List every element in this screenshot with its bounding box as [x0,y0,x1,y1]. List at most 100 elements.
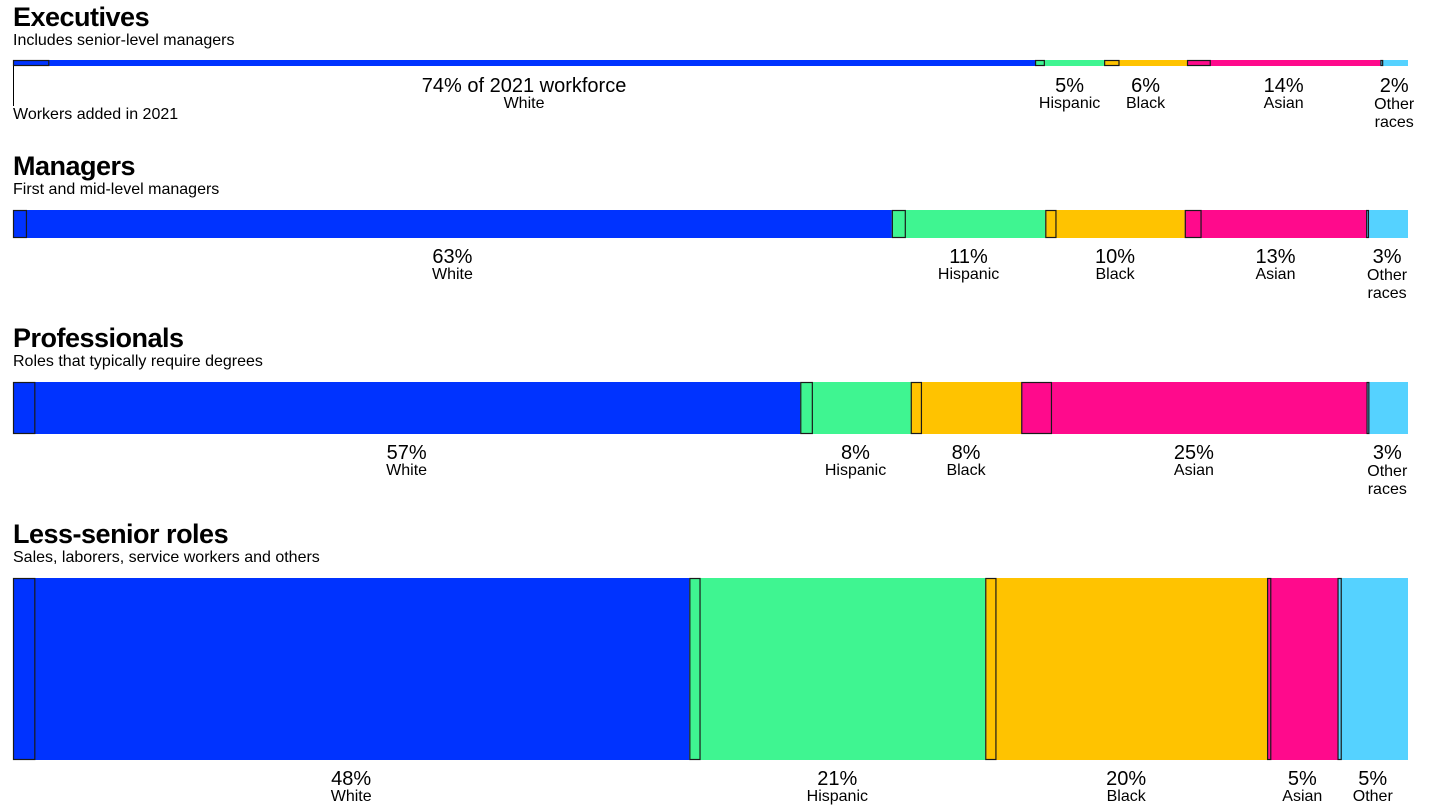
less-senior-roles-added-2021-white [12,577,36,761]
executives-added-2021-black [1104,59,1120,67]
managers-label-other-races: 3% Other races [1362,247,1412,303]
executives-value-asian: 14% [1263,75,1304,97]
managers-added-2021-hispanic [891,209,906,239]
executives-subtitle: Includes senior-level managers [13,32,235,49]
professionals-value-black: 8% [951,442,981,464]
managers-category-white: White [431,266,473,283]
executives-added-2021-hispanic [1034,59,1045,67]
annotation-workers-added: Workers added in 2021 [13,106,179,123]
professionals-added-2021-black [910,381,923,435]
less-senior-roles-segment-black [985,578,1268,760]
managers-label-white: 63% White [432,247,473,284]
managers-added-2021-asian [1184,209,1202,239]
managers-label-black: 10% Black [1095,247,1135,284]
professionals-category-black: Black [946,462,986,479]
executives-value-other-races: 2% [1379,75,1409,97]
executives-segment-asian [1187,60,1381,66]
professionals-segment-asian [1021,382,1367,434]
professionals-segment-black [910,382,1022,434]
managers-value-asian: 13% [1255,246,1296,268]
less-senior-roles-label-asian: 5% Asian [1282,769,1322,806]
executives-title: Executives [13,2,150,32]
managers-label-asian: 13% Asian [1255,247,1295,284]
professionals-category-asian: Asian [1173,462,1214,479]
professionals-label-other-races: 3% Other races [1362,443,1412,499]
managers-category-hispanic: Hispanic [937,266,1000,283]
less-senior-roles-segment-other-races [1337,578,1408,760]
less-senior-roles-segment-asian [1267,578,1338,760]
professionals-value-hispanic: 8% [841,442,870,464]
less-senior-roles-added-2021-other-races [1337,577,1342,761]
executives-segment-white [13,60,1036,66]
managers-segment-other-races [1366,210,1408,238]
executives-label-black: 6% Black [1126,76,1165,113]
less-senior-roles-category-asian: Asian [1282,788,1323,805]
managers-segment-white [13,210,892,238]
less-senior-roles-added-2021-asian [1266,577,1272,761]
less-senior-roles-bar [12,577,1408,761]
professionals-value-asian: 25% [1173,442,1214,464]
professionals-bar [12,381,1408,435]
executives-label-asian: 14% Asian [1264,76,1304,113]
managers-value-other-races: 3% [1372,246,1402,268]
less-senior-roles-label-other-races: 5% Other [1353,769,1393,806]
managers-title: Managers [13,151,136,181]
professionals-category-hispanic: Hispanic [824,462,887,479]
less-senior-roles-value-white: 48% [331,768,372,790]
managers-category-asian: Asian [1255,266,1296,283]
managers-value-black: 10% [1095,246,1136,268]
less-senior-roles-segment-white [13,578,690,760]
managers-label-hispanic: 11% Hispanic [938,247,999,284]
professionals-added-2021-other-races [1366,381,1370,435]
executives-value-white: 74% of 2021 workforce [421,75,627,97]
executives-value-hispanic: 5% [1055,75,1085,97]
less-senior-roles-category-other-races: Other [1352,788,1393,805]
executives-category-asian: Asian [1263,95,1304,112]
executives-bar [12,59,1408,67]
professionals-segment-other-races [1366,382,1408,434]
professionals-label-white: 57% White [386,443,427,480]
managers-category-other-races: Other races [1367,267,1408,302]
professionals-category-other-races: Other races [1367,463,1408,498]
managers-bar [12,209,1408,239]
less-senior-roles-added-2021-black [985,577,997,761]
managers-added-2021-black [1045,209,1057,239]
executives-value-black: 6% [1131,75,1161,97]
executives-category-hispanic: Hispanic [1038,95,1101,112]
executives-added-2021-asian [1186,59,1211,67]
executives-segment-black [1104,60,1188,66]
executives-segment-hispanic [1035,60,1105,66]
less-senior-roles-category-black: Black [1106,788,1146,805]
executives-label-other-races: 2% Other races [1369,76,1419,132]
executives-added-2021-white [12,59,50,67]
executives-category-other-races: Other races [1374,96,1415,131]
less-senior-roles-subtitle: Sales, laborers, service workers and oth… [13,549,320,566]
managers-segment-hispanic [891,210,1046,238]
less-senior-roles-value-asian: 5% [1287,768,1317,790]
executives-category-black: Black [1126,95,1166,112]
annotation-leader-line [13,66,14,106]
less-senior-roles-value-hispanic: 21% [817,768,858,790]
managers-subtitle: First and mid-level managers [13,181,220,198]
professionals-added-2021-white [12,381,36,435]
professionals-title: Professionals [13,323,184,353]
managers-value-hispanic: 11% [949,246,988,268]
executives-label-white: 74% of 2021 workforce White [422,76,627,113]
professionals-segment-white [13,382,801,434]
professionals-segment-hispanic [800,382,911,434]
managers-added-2021-other-races [1366,209,1370,239]
executives-category-white: White [503,95,545,112]
professionals-value-white: 57% [386,442,427,464]
less-senior-roles-label-black: 20% Black [1106,769,1146,806]
managers-added-2021-white [12,209,28,239]
managers-category-black: Black [1095,266,1135,283]
executives-segment-other-races [1380,60,1408,66]
less-senior-roles-label-hispanic: 21% Hispanic [807,769,868,806]
professionals-label-asian: 25% Asian [1174,443,1214,480]
less-senior-roles-label-white: 48% White [331,769,372,806]
less-senior-roles-value-black: 20% [1106,768,1147,790]
managers-value-white: 63% [432,246,473,268]
professionals-label-hispanic: 8% Hispanic [825,443,886,480]
less-senior-roles-value-other-races: 5% [1358,768,1388,790]
less-senior-roles-added-2021-hispanic [689,577,701,761]
